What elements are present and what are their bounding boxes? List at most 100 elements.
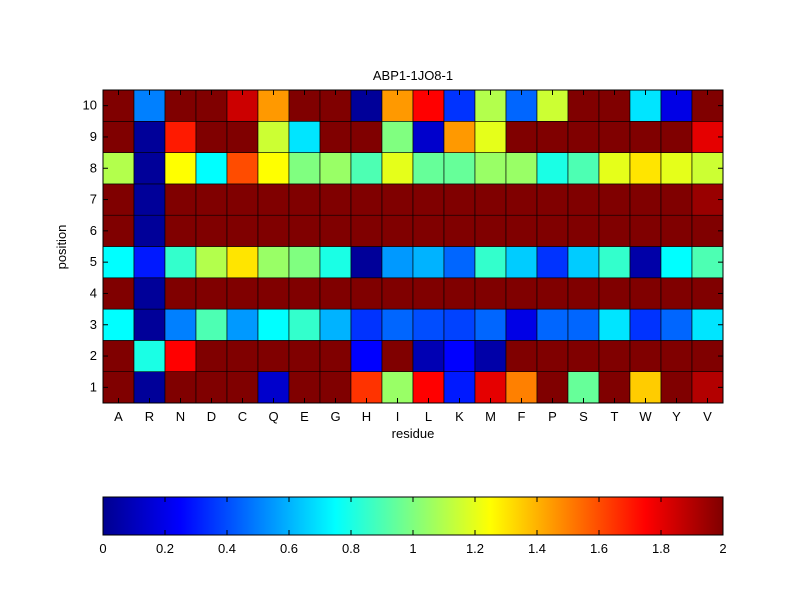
heatmap-cell	[102, 371, 135, 404]
heatmap-cell	[195, 121, 228, 153]
heatmap-cell	[164, 152, 197, 185]
heatmap-cell	[474, 340, 507, 372]
x-tick-label: S	[579, 409, 588, 424]
heatmap-cell	[412, 277, 445, 310]
heatmap-cell	[505, 277, 538, 310]
heatmap-cell	[629, 246, 662, 279]
heatmap-cell	[536, 214, 569, 247]
heatmap-cell	[133, 214, 166, 247]
colorbar-tick-label: 1	[409, 541, 416, 556]
heatmap-cell	[102, 246, 135, 279]
heatmap-cell	[691, 152, 724, 185]
heatmap-cell	[660, 246, 693, 279]
heatmap-cell	[443, 89, 476, 122]
heatmap-cell	[195, 246, 228, 279]
x-tick-label: F	[518, 409, 526, 424]
heatmap-cell	[164, 246, 197, 279]
heatmap-cell	[474, 214, 507, 247]
heatmap-cell	[288, 121, 321, 153]
heatmap-cell	[536, 246, 569, 279]
heatmap-cell	[443, 371, 476, 404]
heatmap-cell	[567, 308, 600, 341]
heatmap-cell	[598, 121, 631, 153]
x-axis-label: residue	[392, 426, 435, 441]
x-tick-label: N	[176, 409, 185, 424]
heatmap-cell	[350, 277, 383, 310]
heatmap-cell	[505, 340, 538, 372]
heatmap-cell	[536, 121, 569, 153]
x-tick-label: W	[639, 409, 652, 424]
heatmap-cell	[505, 183, 538, 216]
heatmap-cell	[629, 214, 662, 247]
heatmap-cell	[567, 121, 600, 153]
heatmap-cell	[381, 214, 414, 247]
heatmap-cell	[381, 371, 414, 404]
colorbar-tick-label: 1.8	[652, 541, 670, 556]
y-tick-label: 4	[90, 285, 97, 300]
heatmap-cell	[567, 371, 600, 404]
heatmap-cell	[164, 121, 197, 153]
heatmap-cell	[629, 121, 662, 153]
heatmap-cell	[350, 308, 383, 341]
heatmap-cell	[319, 121, 352, 153]
heatmap-cell	[288, 308, 321, 341]
heatmap-cell	[195, 214, 228, 247]
heatmap-cell	[226, 183, 259, 216]
x-tick-label: H	[362, 409, 371, 424]
heatmap-cell	[412, 121, 445, 153]
heatmap-cell	[319, 214, 352, 247]
y-tick-label: 1	[90, 379, 97, 394]
heatmap-cell	[443, 246, 476, 279]
heatmap-cell	[257, 277, 290, 310]
heatmap-cell	[288, 152, 321, 185]
heatmap-cell	[536, 340, 569, 372]
chart-title: ABP1-1JO8-1	[373, 68, 453, 83]
heatmap-cell	[133, 277, 166, 310]
heatmap-cell	[474, 308, 507, 341]
heatmap-cell	[133, 246, 166, 279]
heatmap-cell	[567, 183, 600, 216]
heatmap-cell	[474, 277, 507, 310]
heatmap-cell	[598, 89, 631, 122]
heatmap-cell	[102, 277, 135, 310]
heatmap-cell	[226, 121, 259, 153]
heatmap-cell	[412, 183, 445, 216]
heatmap-cell	[660, 214, 693, 247]
heatmap-cell	[319, 246, 352, 279]
heatmap-cell	[319, 340, 352, 372]
heatmap-cell	[443, 340, 476, 372]
heatmap-cell	[505, 308, 538, 341]
heatmap-cell	[102, 308, 135, 341]
heatmap-cell	[629, 152, 662, 185]
colorbar-tick-label: 0.8	[342, 541, 360, 556]
heatmap-cell	[226, 308, 259, 341]
heatmap-cell	[536, 152, 569, 185]
heatmap-cell	[443, 308, 476, 341]
heatmap-cell	[598, 214, 631, 247]
x-tick-label: E	[300, 409, 309, 424]
heatmap-cell	[350, 340, 383, 372]
heatmap-cell	[257, 183, 290, 216]
heatmap-cell	[660, 371, 693, 404]
heatmap-cell	[412, 246, 445, 279]
colorbar-tick-label: 0.4	[218, 541, 236, 556]
heatmap-cell	[350, 214, 383, 247]
colorbar-tick-label: 1.2	[466, 541, 484, 556]
heatmap-cell	[381, 308, 414, 341]
heatmap-cell	[412, 89, 445, 122]
heatmap-cell	[443, 121, 476, 153]
heatmap-cell	[350, 183, 383, 216]
heatmap-cell	[598, 371, 631, 404]
heatmap-cell	[629, 340, 662, 372]
heatmap-cell	[288, 214, 321, 247]
y-tick-label: 3	[90, 317, 97, 332]
heatmap-cell	[629, 183, 662, 216]
heatmap-cell	[598, 246, 631, 279]
heatmap-cell	[164, 340, 197, 372]
x-tick-label: T	[611, 409, 619, 424]
heatmap-cell	[629, 277, 662, 310]
heatmap-cell	[226, 277, 259, 310]
heatmap-cell	[412, 152, 445, 185]
heatmap-cell	[257, 308, 290, 341]
